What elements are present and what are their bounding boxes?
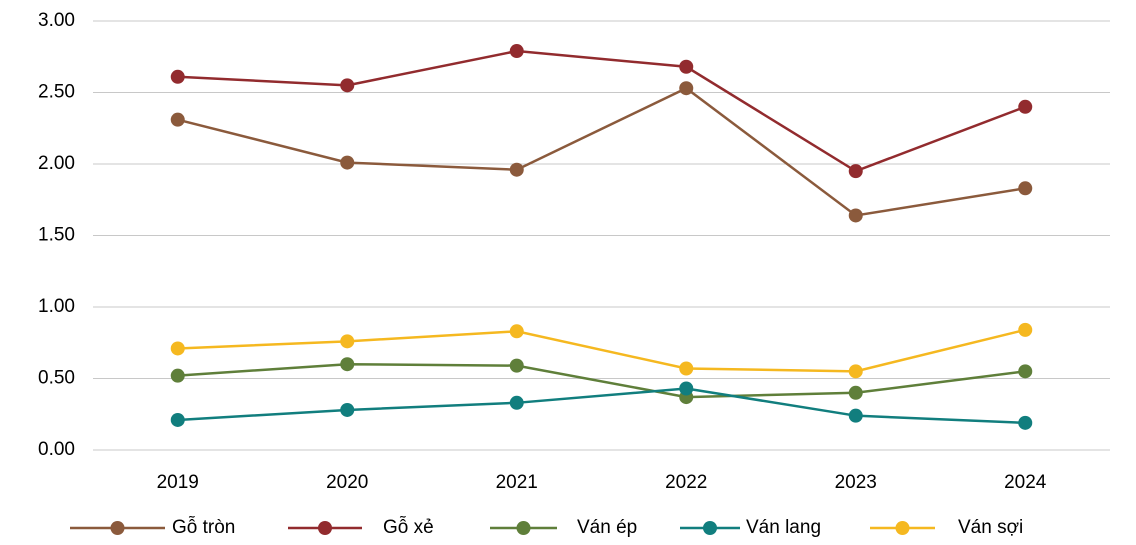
y-tick-label: 2.50 bbox=[38, 82, 75, 103]
x-tick-label: 2023 bbox=[835, 472, 877, 493]
data-point bbox=[340, 155, 355, 170]
data-point bbox=[679, 59, 694, 74]
data-point bbox=[848, 385, 863, 400]
data-point bbox=[1018, 322, 1033, 337]
y-tick-label: 0.50 bbox=[38, 368, 75, 389]
y-tick-label: 2.00 bbox=[38, 153, 75, 174]
x-tick-label: 2022 bbox=[665, 472, 707, 493]
data-point bbox=[1018, 415, 1033, 430]
data-point bbox=[170, 368, 185, 383]
y-tick-label: 3.00 bbox=[38, 10, 75, 31]
legend-label: Ván sợi bbox=[958, 517, 1023, 538]
series-line bbox=[177, 86, 1026, 217]
data-point bbox=[509, 162, 524, 177]
legend-label: Gỗ tròn bbox=[172, 516, 235, 538]
data-point bbox=[1018, 99, 1033, 114]
data-point bbox=[340, 402, 355, 417]
series-line bbox=[177, 49, 1026, 173]
data-point bbox=[848, 364, 863, 379]
data-point bbox=[170, 412, 185, 427]
legend-marker bbox=[895, 521, 910, 535]
legend-label: Ván ép bbox=[577, 517, 637, 538]
data-point bbox=[679, 81, 694, 96]
data-point bbox=[509, 44, 524, 59]
y-tick-label: 1.00 bbox=[38, 296, 75, 317]
data-point bbox=[848, 208, 863, 223]
data-point bbox=[340, 334, 355, 349]
legend-label: Gỗ xẻ bbox=[383, 516, 434, 538]
series-line bbox=[177, 362, 1026, 399]
data-point bbox=[340, 78, 355, 93]
x-tick-label: 2019 bbox=[157, 472, 199, 493]
legend-marker bbox=[516, 521, 531, 535]
data-point bbox=[509, 358, 524, 373]
legend-marker bbox=[318, 521, 332, 535]
y-tick-label: 0.00 bbox=[38, 439, 75, 460]
x-tick-label: 2021 bbox=[496, 472, 538, 493]
legend-label: Ván lang bbox=[746, 517, 821, 538]
series-line bbox=[177, 387, 1026, 425]
x-tick-label: 2020 bbox=[326, 472, 368, 493]
data-point bbox=[170, 112, 185, 127]
data-point bbox=[509, 324, 524, 339]
data-point bbox=[679, 361, 694, 376]
data-point bbox=[170, 69, 185, 84]
data-point bbox=[848, 408, 863, 423]
y-tick-label: 1.50 bbox=[38, 225, 75, 246]
data-point bbox=[848, 164, 863, 179]
series-line bbox=[177, 328, 1026, 373]
data-point bbox=[679, 381, 694, 396]
legend-marker bbox=[110, 521, 125, 535]
data-point bbox=[340, 357, 355, 372]
legend-marker bbox=[703, 521, 717, 535]
data-point bbox=[509, 395, 524, 410]
data-point bbox=[1018, 364, 1033, 379]
x-tick-label: 2024 bbox=[1004, 472, 1047, 493]
data-point bbox=[170, 341, 185, 356]
data-point bbox=[1018, 181, 1033, 196]
